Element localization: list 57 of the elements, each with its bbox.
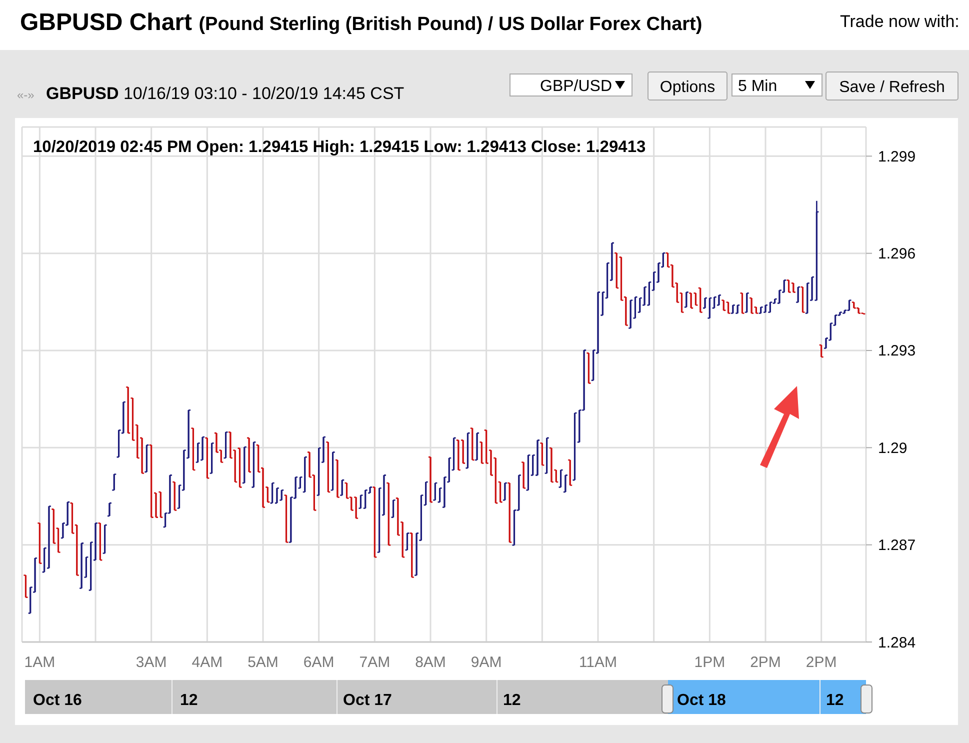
- annotation: 10/20/2019 02:45 PM Open: 1.29415 High: 1.29415 Low: 1.29413 Close: 1.29413: [33, 138, 646, 156]
- candlestick: [146, 444, 148, 473]
- chart-subtitle: GBPUSD 10/16/19 03:10 - 10/20/19 14:45 CST: [46, 84, 404, 103]
- y-tick-label: 1.284: [878, 634, 916, 652]
- text: Oct 17: [343, 692, 392, 709]
- candlestick: [313, 474, 315, 511]
- text: «-»: [17, 88, 35, 102]
- x-tick-label: 5AM: [248, 654, 278, 671]
- candlestick: [606, 262, 608, 299]
- x-tick-label: 1AM: [24, 654, 56, 671]
- y-tick-label: 1.293: [878, 342, 916, 360]
- x-tick-label: 7AM: [359, 654, 390, 671]
- candlestick: [38, 522, 40, 564]
- y-tick-label: 1.287: [878, 537, 916, 554]
- candlestick: [714, 296, 716, 309]
- x-tick-label: 9AM: [470, 654, 502, 671]
- candlestick: [708, 297, 710, 319]
- y-tick-label: 1.299: [878, 148, 916, 166]
- candlestick: [546, 437, 548, 474]
- x-tick-label: 2PM: [806, 654, 837, 671]
- x-tick-label: 2PM: [750, 654, 781, 671]
- candlestick: [420, 494, 422, 541]
- y-tick-label: 1.296: [878, 246, 916, 263]
- candlestick: [44, 547, 46, 573]
- chart-title: GBPUSD Chart (Pound Sterling (British Pound) / US Dollar Forex Chart): [20, 9, 702, 36]
- candlestick: [648, 282, 650, 306]
- text: Options: [660, 79, 716, 96]
- candlestick: [480, 442, 482, 464]
- candlestick: [211, 442, 213, 474]
- x-tick-label: 11AM: [578, 654, 618, 671]
- candlestick: [541, 442, 543, 466]
- text: Save / Refresh: [839, 79, 945, 96]
- x-tick-label: 3AM: [136, 654, 167, 671]
- candlestick: [272, 482, 274, 504]
- x-tick-label: 8AM: [415, 654, 446, 671]
- candlestick: [374, 486, 376, 558]
- text: Oct 16: [33, 692, 82, 709]
- x-tick-label: 6AM: [303, 654, 334, 671]
- candlestick: [332, 452, 334, 491]
- text: Trade now with:: [840, 12, 960, 31]
- candlestick: [206, 437, 208, 479]
- text: 5 Min: [738, 78, 778, 95]
- text: Oct 18: [677, 692, 726, 709]
- text: 12: [503, 692, 521, 709]
- candlestick: [588, 352, 590, 384]
- x-tick-label: 4AM: [192, 654, 223, 671]
- text: 12: [826, 692, 844, 709]
- y-tick-label: 1.29: [878, 440, 908, 457]
- candlestick: [378, 488, 380, 553]
- x-tick-label: 1PM: [694, 654, 726, 671]
- candlestick: [820, 344, 822, 358]
- text: 12: [180, 692, 198, 709]
- candlestick: [439, 488, 441, 503]
- candlestick: [104, 524, 106, 554]
- text: GBP/USD: [540, 78, 612, 95]
- candlestick: [164, 512, 166, 528]
- candlestick: [500, 481, 502, 503]
